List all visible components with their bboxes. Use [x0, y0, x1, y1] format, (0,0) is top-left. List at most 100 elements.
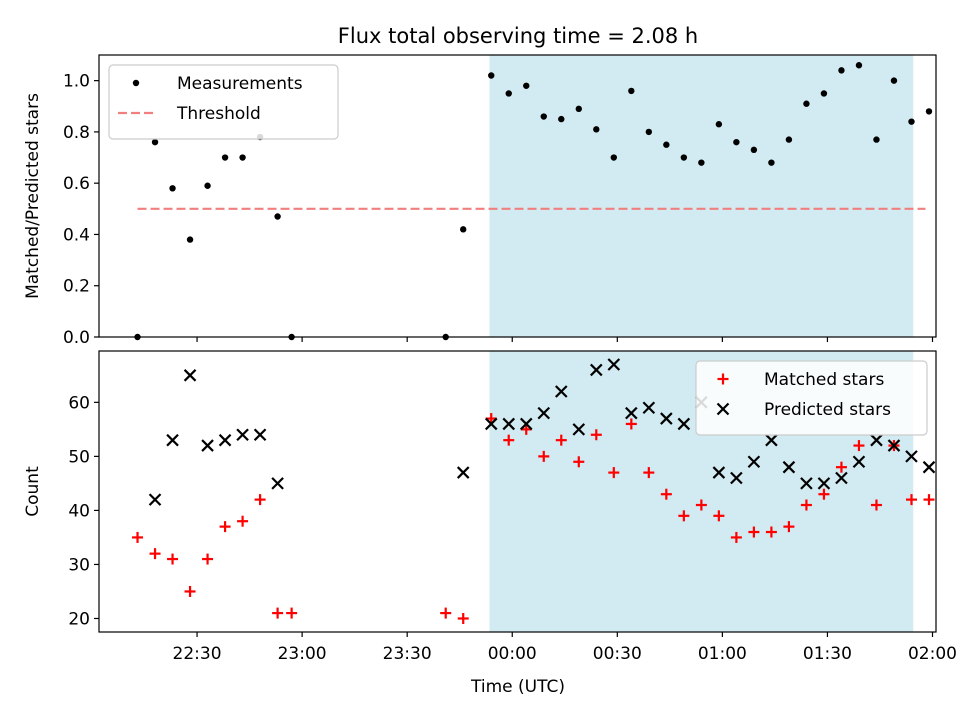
legend-marker [716, 402, 730, 416]
x-tick-label: 00:30 [593, 644, 642, 664]
predicted-star-point [572, 423, 586, 436]
y-tick-label: 0.4 [63, 225, 90, 245]
measurement-point [523, 82, 530, 89]
matched-star-point [286, 607, 298, 619]
y-tick-label: 0.0 [63, 328, 90, 348]
predicted-star-point [271, 477, 284, 490]
y-axis-label: Count [23, 466, 43, 517]
y-tick-label: 40 [68, 501, 90, 521]
measurement-point [593, 126, 600, 133]
y-tick-label: 30 [68, 555, 90, 575]
y-tick-label: 1.0 [63, 72, 90, 92]
matched-star-point [538, 450, 550, 462]
predicted-star-point [800, 477, 813, 490]
series-predicted-stars [148, 358, 936, 506]
panel-2: 20 30 40 50 60 22:30 23:00 23:30 00:00 00:30 01:00… [23, 350, 957, 664]
matched-star-point [503, 434, 515, 446]
measurement-point [151, 138, 159, 146]
matched-star-point [713, 510, 725, 522]
predicted-star-point [218, 433, 232, 447]
matched-star-point [853, 440, 865, 452]
y-tick-label: 20 [68, 609, 90, 629]
matched-star-point [870, 499, 882, 511]
matched-star-point [184, 585, 196, 597]
predicted-star-point [148, 493, 162, 506]
legend-label: Matched stars [764, 370, 884, 390]
matched-star-point [678, 510, 690, 522]
x-tick-label: 01:30 [803, 644, 852, 664]
legend-entry: Measurements [132, 74, 303, 94]
measurement-point [460, 226, 467, 233]
measurement-point [169, 185, 176, 192]
measurement-point [488, 72, 495, 79]
measurement-point [204, 182, 211, 189]
predicted-star-point [502, 417, 516, 431]
x-axis-label: Time (UTC) [470, 677, 565, 697]
matched-star-point [132, 531, 144, 543]
y-tick-label: 0.8 [63, 123, 90, 143]
measurement-point [890, 77, 898, 84]
matched-star-point [643, 467, 655, 479]
matched-star-point [573, 456, 585, 468]
matched-star-point [905, 494, 917, 506]
predicted-star-point [677, 417, 691, 431]
predicted-star-point [765, 433, 778, 447]
matched-star-point [555, 434, 567, 446]
legend-entry: Matched stars [717, 370, 884, 390]
measurement-point [733, 138, 740, 146]
predicted-star-point [201, 439, 214, 452]
y-tick-label: 60 [68, 393, 90, 413]
matched-star-point [695, 499, 707, 511]
measurement-point [610, 154, 618, 161]
legend: Measurements Threshold [108, 64, 339, 140]
predicted-star-point [590, 363, 603, 377]
y-tick-label: 0.2 [63, 277, 90, 297]
measurement-point [663, 141, 670, 148]
matched-star-point [440, 607, 452, 619]
legend-box [108, 64, 339, 140]
measurement-point [575, 105, 582, 113]
legend-marker [717, 373, 729, 385]
chart-title: Flux total observing time = 2.08 h [338, 24, 698, 48]
predicted-star-point [782, 460, 796, 474]
matched-star-point [457, 612, 469, 624]
matched-star-point [783, 521, 795, 533]
x-tick-label: 02:00 [908, 644, 957, 664]
matched-star-point [748, 526, 760, 538]
predicted-star-point [660, 412, 673, 425]
matched-star-point [272, 607, 284, 619]
measurement-point [698, 159, 705, 166]
predicted-star-point [456, 466, 470, 479]
matched-star-point [923, 494, 935, 506]
matched-star-point [202, 553, 214, 565]
predicted-star-point [625, 406, 638, 420]
measurement-point [820, 90, 828, 97]
measurement-point [750, 146, 758, 154]
shaded-region [489, 55, 914, 337]
x-tick-label: 01:00 [698, 644, 747, 664]
predicted-star-point [870, 433, 883, 447]
predicted-star-point [519, 417, 533, 431]
x-tick-label: 23:30 [383, 644, 432, 664]
matched-star-point [590, 429, 602, 441]
measurement-point [645, 128, 653, 136]
measurement-point [558, 115, 565, 123]
matched-star-point [800, 499, 812, 511]
measurement-point [803, 100, 810, 107]
legend-label: Measurements [177, 74, 303, 94]
matched-star-point [149, 548, 161, 560]
measurement-point [628, 87, 635, 95]
x-tick-label: 22:30 [173, 644, 222, 664]
predicted-star-point [484, 417, 498, 431]
matched-star-point [835, 461, 847, 473]
matched-star-point [765, 526, 777, 538]
matched-star-point [660, 488, 672, 500]
measurement-point [855, 62, 863, 69]
matched-star-point [625, 418, 637, 430]
measurement-point [715, 121, 723, 128]
predicted-star-point [730, 471, 743, 485]
legend-entry: Threshold [118, 104, 261, 124]
measurement-point [540, 113, 547, 120]
panel-1: 0.0 0.2 0.4 0.6 0.8 1.0 Matched/Predicted star… [23, 54, 937, 348]
